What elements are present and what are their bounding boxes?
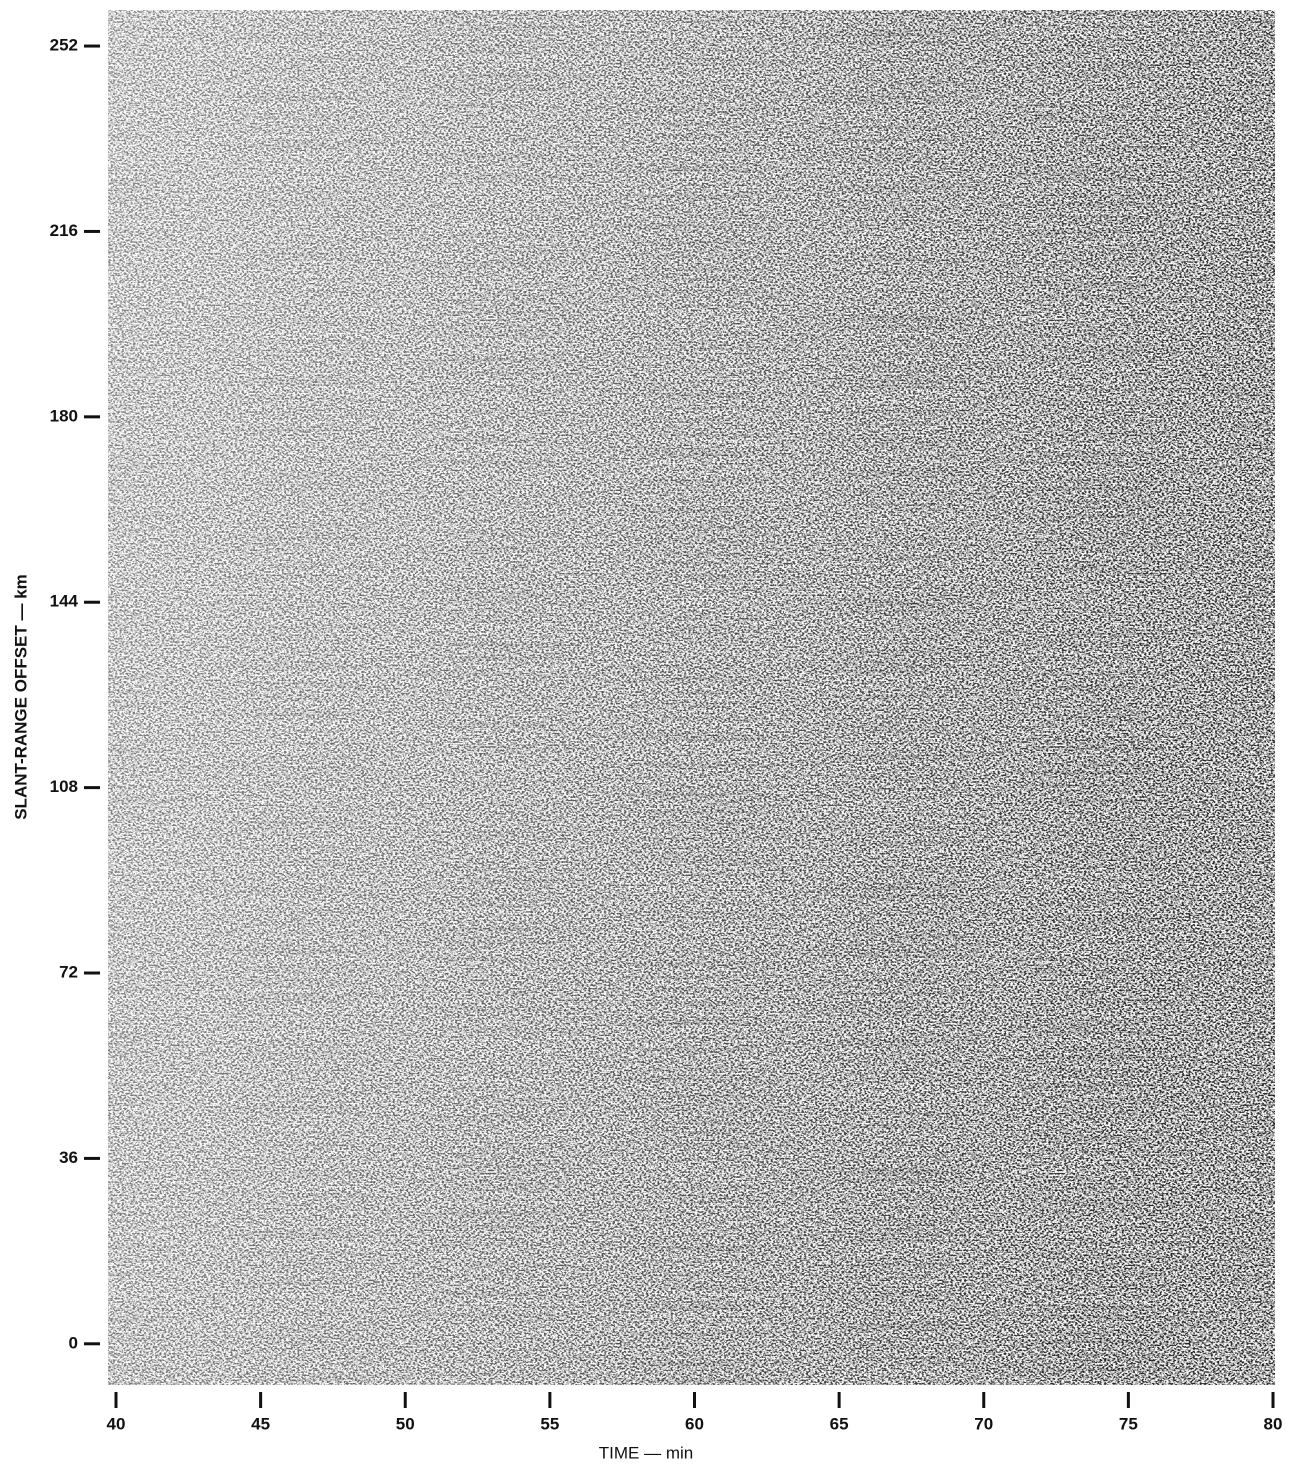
y-tick-label: 252 [50, 36, 78, 55]
y-tick-label: 36 [59, 1148, 78, 1167]
x-tick-label: 75 [1119, 1414, 1138, 1433]
x-tick-label: 40 [107, 1414, 126, 1433]
y-tick-label: 180 [50, 406, 78, 425]
y-tick-label: 144 [50, 592, 79, 611]
x-tick-label: 55 [540, 1414, 559, 1433]
x-tick-label: 60 [685, 1414, 704, 1433]
x-tick-label: 50 [396, 1414, 415, 1433]
y-axis-label: SLANT-RANGE OFFSET — km [11, 574, 30, 820]
y-tick-label: 108 [50, 777, 78, 796]
x-tick-label: 70 [974, 1414, 993, 1433]
x-tick-label: 65 [830, 1414, 849, 1433]
x-tick-label: 80 [1264, 1414, 1283, 1433]
y-tick-label: 216 [50, 221, 78, 240]
y-tick-label: 0 [69, 1333, 78, 1352]
x-tick-label: 45 [251, 1414, 270, 1433]
y-tick-label: 72 [59, 962, 78, 981]
x-axis-label: TIME — min [599, 1443, 693, 1462]
radar-image [108, 10, 1275, 1385]
